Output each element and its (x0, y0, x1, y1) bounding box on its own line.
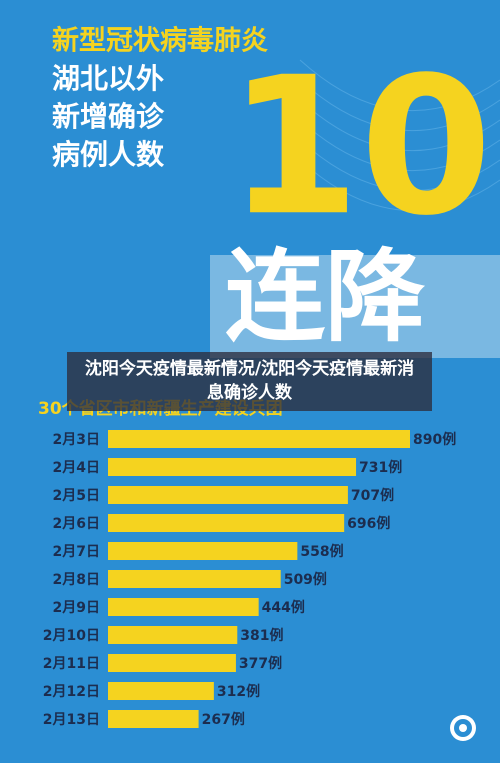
bar (108, 626, 238, 644)
bar (108, 682, 214, 700)
value-label: 381例 (240, 627, 283, 644)
value-label: 890例 (413, 431, 456, 448)
category-label: 2月7日 (53, 544, 100, 560)
bar (108, 514, 345, 532)
background-pattern (299, 59, 500, 212)
category-label: 2月10日 (43, 628, 100, 644)
headline-line: 湖北以外 (52, 62, 164, 95)
big-text: 连降 (225, 238, 425, 355)
bar (108, 654, 236, 672)
bar (108, 486, 348, 504)
value-label: 267例 (202, 711, 245, 728)
category-label: 2月9日 (53, 600, 100, 616)
value-label: 731例 (359, 459, 402, 476)
big-number: 10 (228, 36, 492, 257)
value-label: 377例 (239, 655, 282, 672)
title: 新型冠状病毒肺炎 (52, 25, 268, 57)
category-label: 2月4日 (53, 460, 100, 476)
category-label: 2月3日 (53, 432, 100, 448)
highlight-box (210, 255, 500, 358)
category-label: 2月5日 (53, 488, 100, 504)
bar (108, 458, 357, 476)
emblem (450, 715, 476, 741)
headline-line: 病例人数 (52, 138, 165, 171)
value-label: 509例 (284, 571, 327, 588)
category-label: 2月6日 (53, 516, 100, 532)
bar (108, 430, 410, 448)
category-label: 2月8日 (53, 572, 100, 588)
category-label: 2月13日 (43, 712, 100, 728)
category-label: 2月12日 (43, 684, 100, 700)
bar (108, 710, 199, 728)
value-label: 312例 (217, 683, 260, 700)
bar (108, 598, 259, 616)
bar (108, 570, 281, 588)
overlay-caption: 沈阳今天疫情最新情况/沈阳今天疫情最新消息确诊人数 (67, 352, 432, 411)
value-label: 444例 (262, 599, 305, 616)
bar (108, 542, 298, 560)
category-label: 2月11日 (43, 656, 100, 672)
value-label: 558例 (300, 543, 343, 560)
headline-line: 新增确诊 (52, 100, 165, 133)
value-label: 696例 (347, 515, 390, 532)
value-label: 707例 (351, 487, 394, 504)
